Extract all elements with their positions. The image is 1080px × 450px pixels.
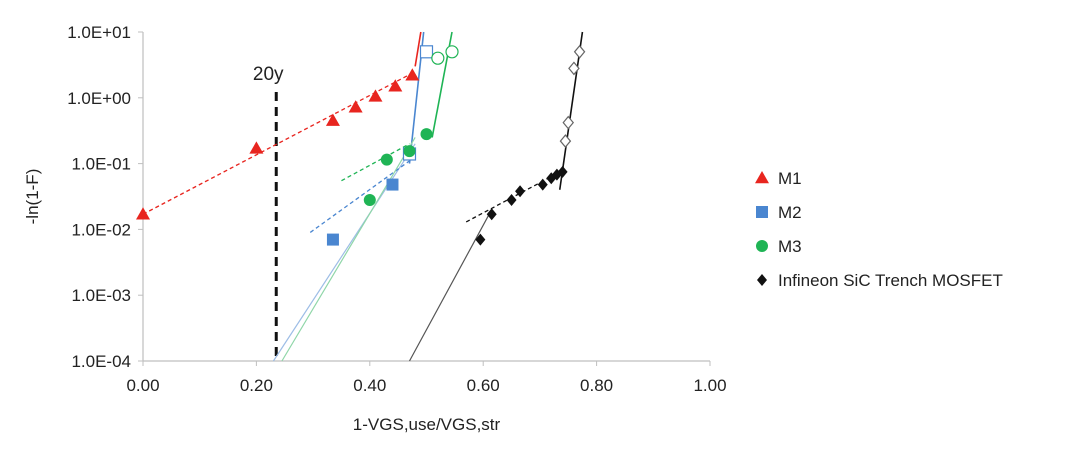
- legend-marker-m2: [756, 206, 768, 218]
- m3-point: [380, 153, 393, 166]
- infineon-sic-trench-mosfet-point: [475, 233, 486, 246]
- m3-fit-dashed-line: [341, 143, 410, 182]
- m1-fit-dashed-line: [142, 71, 416, 215]
- m3-fit-low-line: [281, 137, 416, 362]
- legend-label-infineon-sic-trench-mosfet: Infineon SiC Trench MOSFET: [778, 271, 1003, 290]
- m3-open-point: [445, 45, 459, 59]
- y-tick-label: 1.0E+00: [67, 89, 131, 108]
- x-tick-label: 1.00: [693, 376, 726, 395]
- m1-point: [325, 113, 340, 126]
- infineon-sic-trench-mosfet-open-point: [559, 134, 572, 149]
- y-tick-label: 1.0E-03: [71, 286, 131, 305]
- legend-marker-m1: [755, 171, 769, 184]
- x-tick-label: 0.60: [467, 376, 500, 395]
- m3-point: [363, 193, 376, 206]
- infineon-sic-trench-mosfet-point: [515, 185, 526, 198]
- legend-marker-infineon-sic-trench-mosfet: [757, 274, 767, 286]
- x-tick-label: 0.40: [353, 376, 386, 395]
- infineon-sic-trench-mosfet-point: [506, 193, 517, 206]
- x-axis-title: 1-VGS,use/VGS,str: [353, 415, 501, 434]
- infineon-sic-trench-mosfet-fit-low-line: [408, 209, 493, 362]
- infineon-sic-trench-mosfet-open-point: [562, 115, 575, 130]
- m2-fit-low-line: [272, 143, 416, 362]
- m3-point: [420, 128, 433, 141]
- m1-point: [405, 68, 420, 81]
- x-tick-label: 0.00: [126, 376, 159, 395]
- y-tick-label: 1.0E-04: [71, 352, 131, 371]
- m1-fit-high-line: [414, 31, 422, 67]
- m1-point: [388, 79, 403, 92]
- infineon-sic-trench-mosfet-open-point: [573, 44, 586, 59]
- y-tick-label: 1.0E-01: [71, 155, 131, 174]
- y-axis-title: -ln(1-F): [23, 169, 42, 225]
- x-tick-label: 0.80: [580, 376, 613, 395]
- infineon-sic-trench-mosfet-point: [557, 165, 568, 178]
- m3-open-point: [431, 51, 445, 65]
- legend-label-m2: M2: [778, 203, 802, 222]
- lifetime-marker-label: 20y: [253, 64, 284, 85]
- m2-open-point: [419, 45, 434, 59]
- y-tick-label: 1.0E+01: [67, 23, 131, 42]
- m2-point: [326, 233, 339, 246]
- m1-point: [136, 207, 150, 220]
- y-tick-label: 1.0E-02: [71, 220, 131, 239]
- m2-fit-dashed-line: [309, 160, 410, 233]
- infineon-sic-trench-mosfet-point: [537, 178, 548, 191]
- m1-point: [368, 89, 383, 102]
- m3-point: [403, 145, 416, 158]
- x-tick-label: 0.20: [240, 376, 273, 395]
- legend-marker-m3: [756, 240, 768, 252]
- m1-point: [249, 141, 264, 154]
- legend-label-m1: M1: [778, 169, 802, 188]
- m2-point: [386, 178, 399, 191]
- infineon-sic-trench-mosfet-open-point: [568, 61, 580, 76]
- infineon-sic-trench-mosfet-fit-high-line: [558, 31, 584, 190]
- legend-label-m3: M3: [778, 237, 802, 256]
- infineon-sic-trench-mosfet-point: [486, 208, 497, 221]
- m1-point: [348, 100, 363, 113]
